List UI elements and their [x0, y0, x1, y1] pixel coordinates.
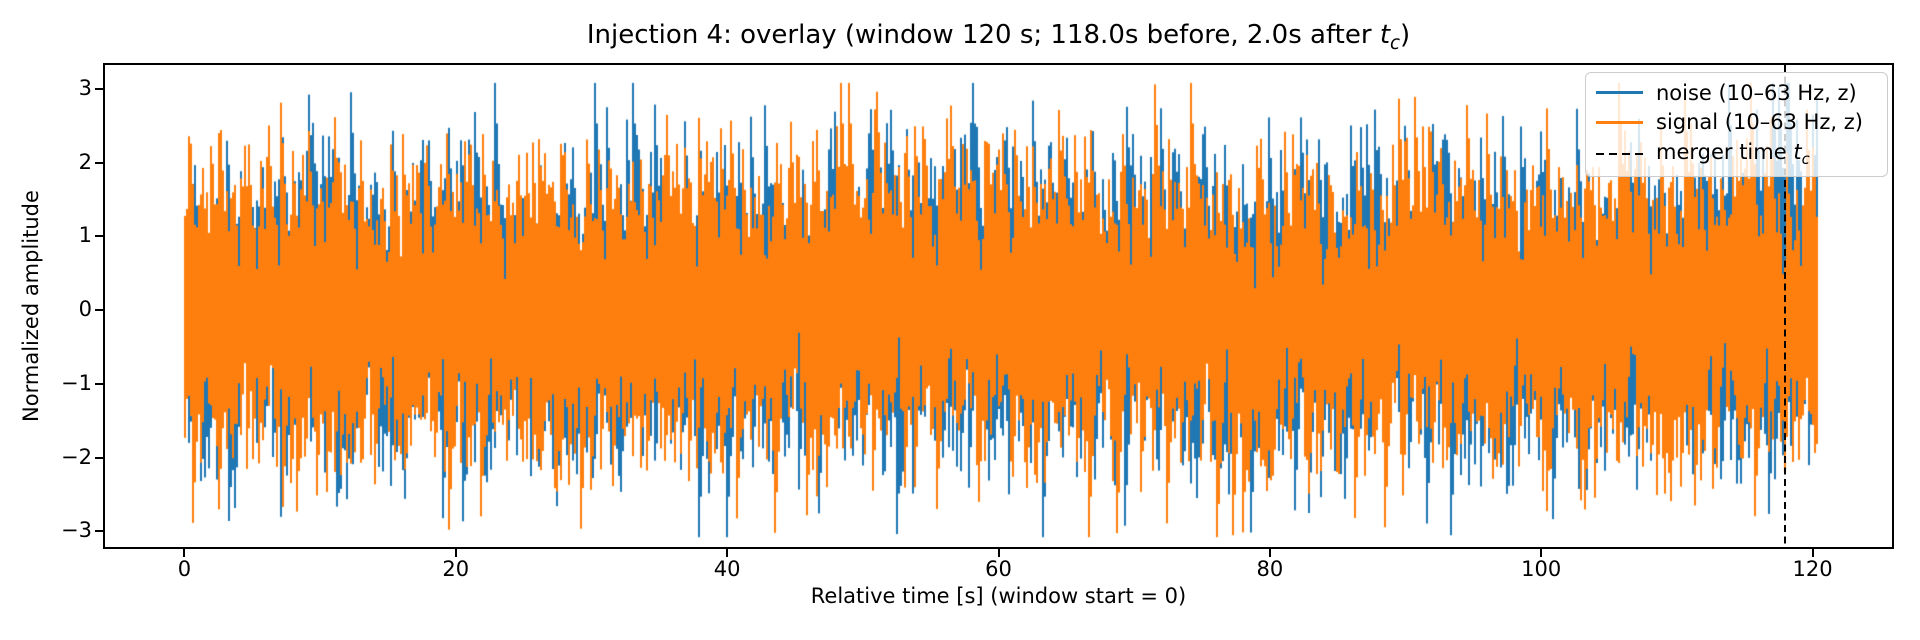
x-tick	[1540, 549, 1543, 557]
y-tick	[95, 309, 103, 312]
x-tick	[726, 549, 729, 557]
y-tick	[95, 530, 103, 533]
legend-label-noise: noise (10–63 Hz, z)	[1656, 80, 1857, 105]
y-tick-label: −3	[61, 518, 92, 543]
chart-title-tc-sub: c	[1390, 33, 1401, 55]
legend-label-signal: signal (10–63 Hz, z)	[1656, 110, 1863, 135]
chart-title: Injection 4: overlay (window 120 s; 118.…	[103, 20, 1894, 59]
x-tick-label: 80	[1256, 557, 1284, 581]
y-tick-label: −2	[61, 444, 92, 469]
x-tick	[1268, 549, 1271, 557]
noise-line-sample	[1596, 91, 1643, 95]
y-tick-label: 2	[78, 149, 92, 174]
chart-title-tc-var: t	[1379, 20, 1391, 50]
y-tick	[95, 87, 103, 90]
x-tick-label: 60	[985, 557, 1012, 581]
x-tick-label: 40	[713, 557, 741, 581]
merger-time-line	[1784, 65, 1787, 547]
y-tick-label: 3	[78, 75, 92, 100]
x-tick	[1811, 549, 1814, 557]
x-axis-label: Relative time [s] (window start = 0)	[810, 584, 1187, 608]
signal-line-sample	[1596, 120, 1643, 124]
x-tick	[454, 549, 457, 557]
x-tick	[997, 549, 1000, 557]
y-tick-label: −1	[61, 370, 92, 395]
chart-title-suffix: )	[1400, 20, 1411, 50]
x-tick	[183, 549, 186, 557]
legend-label-merger-time: merger time tc	[1656, 139, 1810, 169]
legend-entry-merger-time: merger time tc	[1596, 140, 1877, 168]
legend: noise (10–63 Hz, z) signal (10–63 Hz, z)…	[1585, 72, 1888, 177]
chart-title-text: Injection 4: overlay (window 120 s; 118.…	[586, 20, 1380, 50]
x-tick-label: 0	[177, 557, 192, 581]
legend-entry-noise: noise (10–63 Hz, z)	[1596, 81, 1877, 105]
y-tick	[95, 456, 103, 459]
y-tick-label: 0	[78, 297, 92, 322]
merger-dashed-line-sample	[1596, 152, 1643, 156]
y-tick	[95, 235, 103, 238]
y-tick-label: 1	[78, 223, 92, 248]
y-tick	[95, 161, 103, 164]
legend-entry-signal: signal (10–63 Hz, z)	[1596, 110, 1877, 134]
x-tick-label: 20	[442, 557, 470, 581]
x-tick-label: 100	[1521, 557, 1562, 581]
x-tick-label: 120	[1792, 557, 1833, 581]
y-tick	[95, 382, 103, 385]
